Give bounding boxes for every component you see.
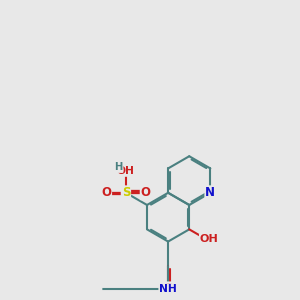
Text: OH: OH	[200, 234, 219, 244]
Text: O: O	[163, 282, 173, 296]
Text: OH: OH	[117, 166, 135, 176]
Text: NH: NH	[159, 284, 177, 294]
Text: O: O	[141, 186, 151, 199]
Text: H: H	[114, 162, 123, 172]
Text: S: S	[122, 186, 130, 199]
Text: O: O	[101, 186, 111, 199]
Text: N: N	[205, 186, 215, 199]
